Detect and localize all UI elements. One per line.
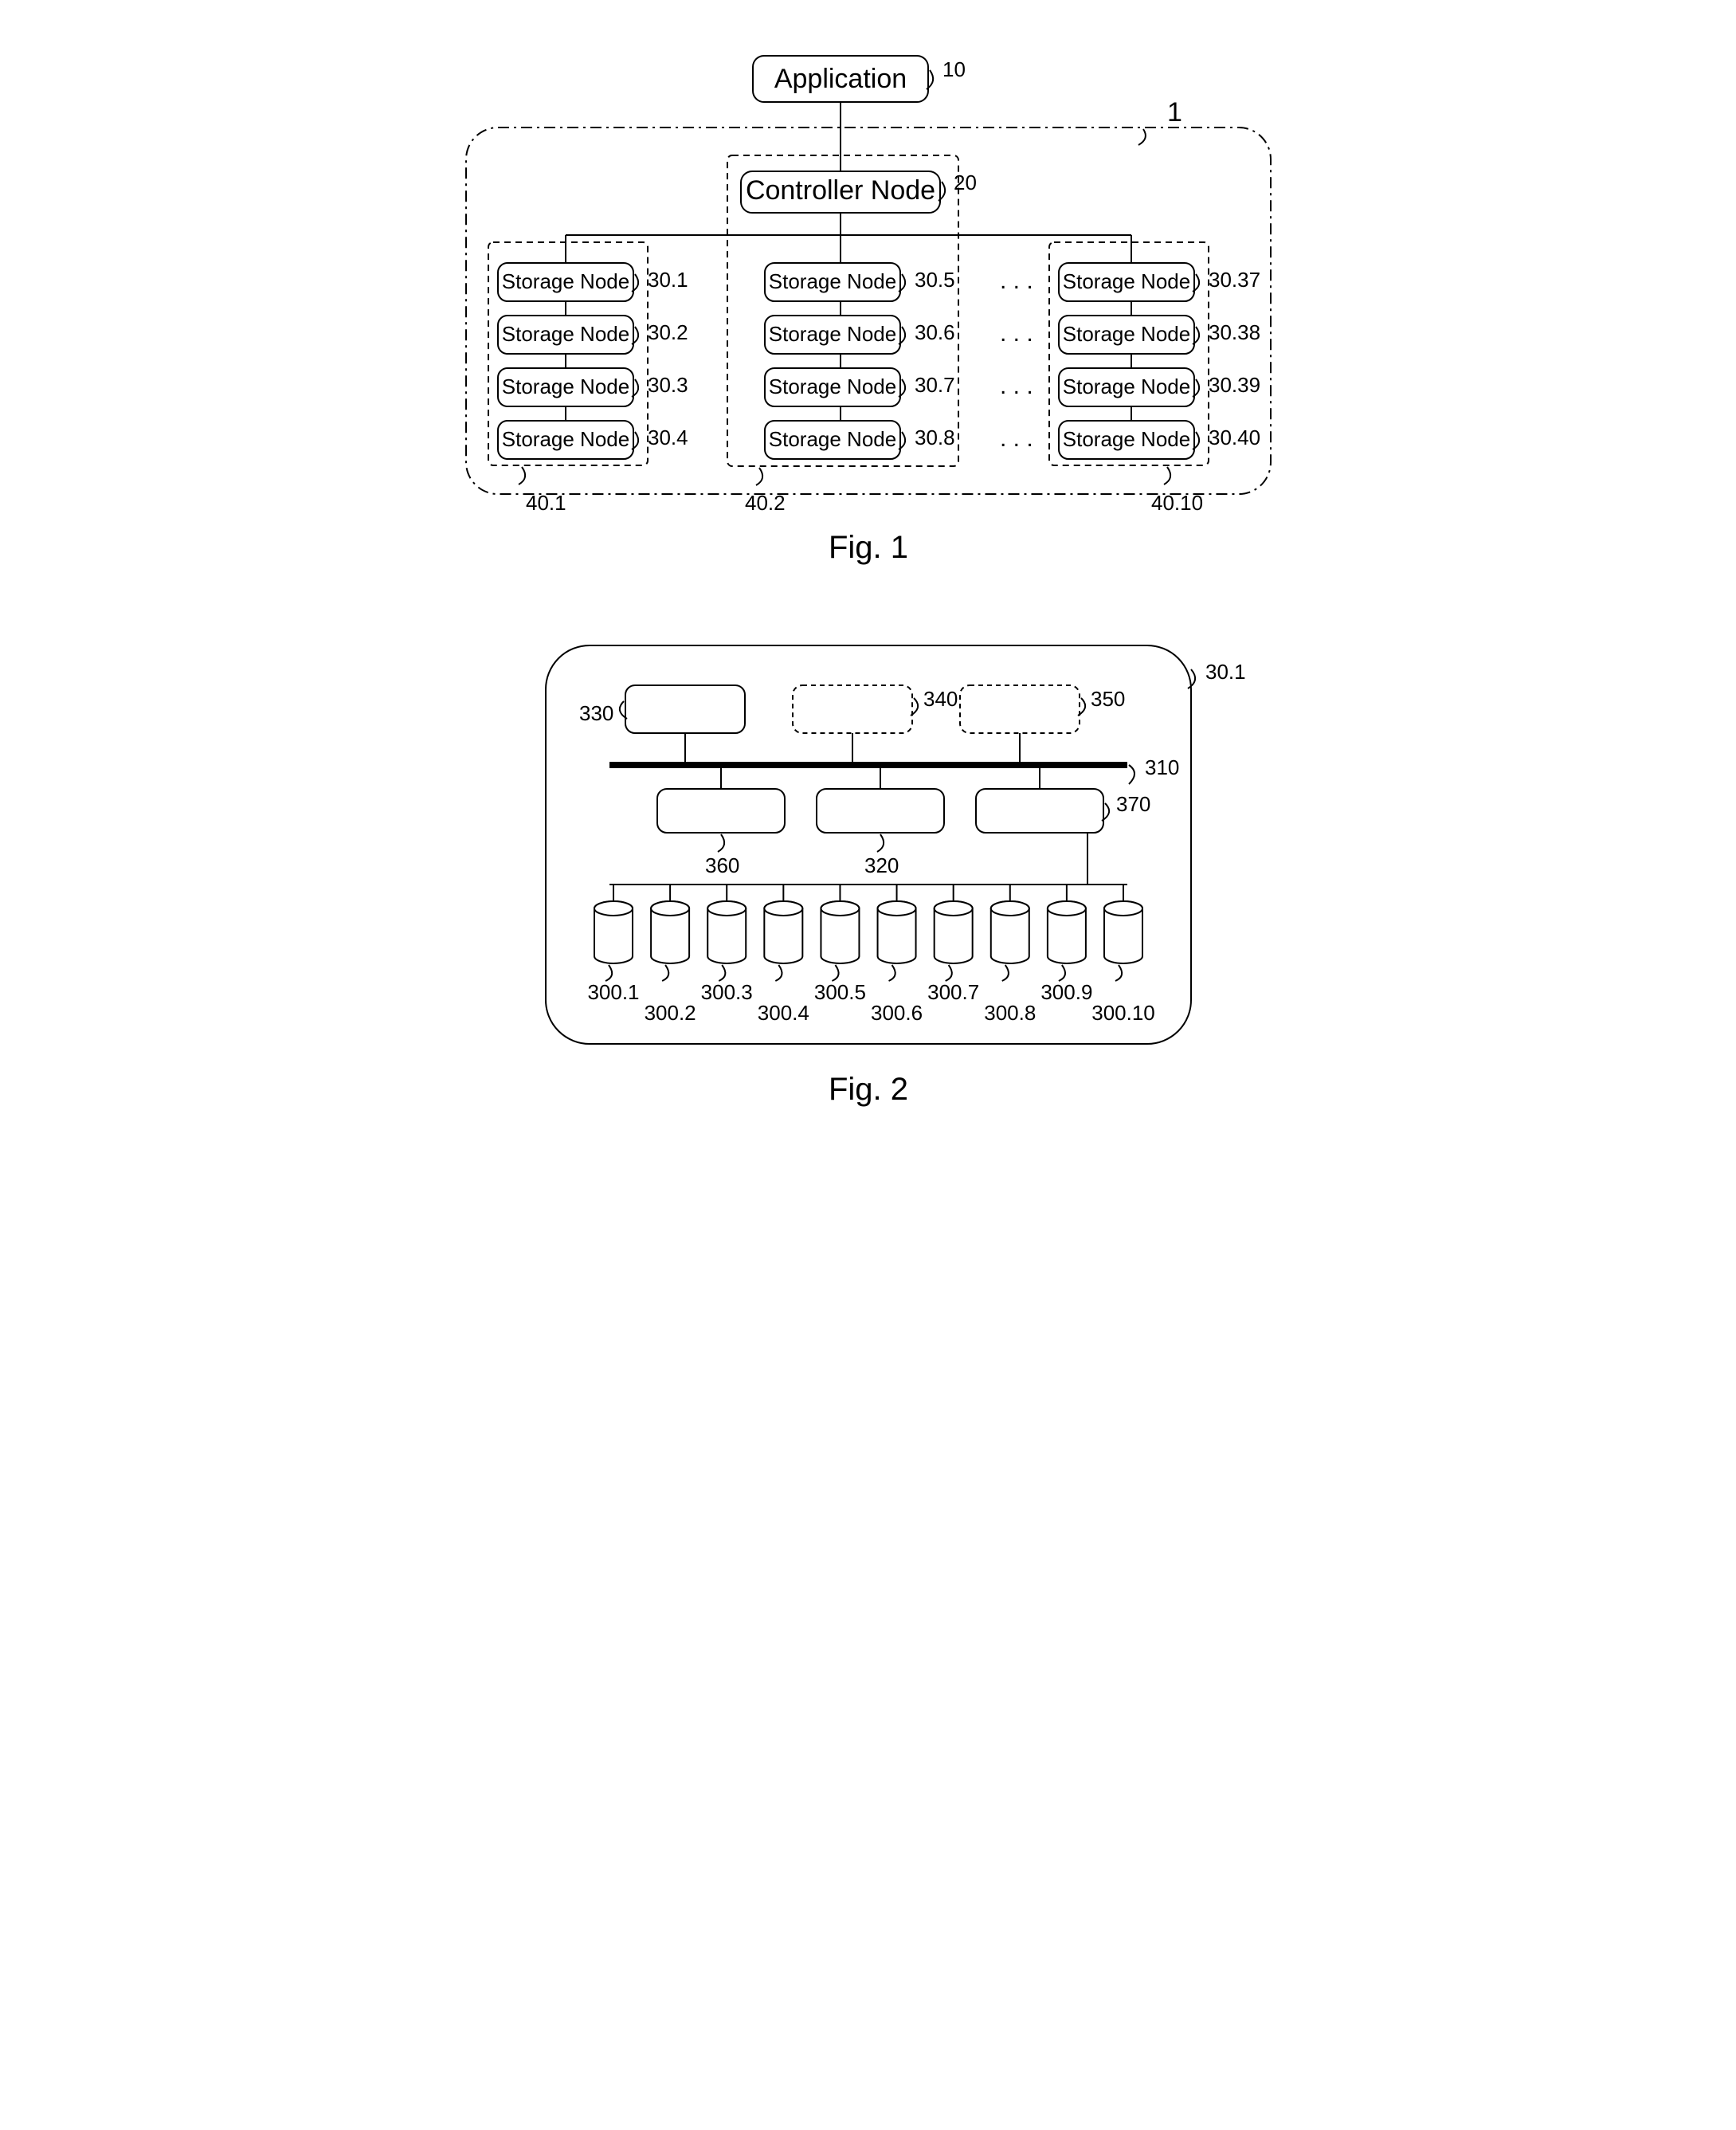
storage-node-text: Storage Node [1062,269,1189,293]
storage-node-ref: 30.37 [1209,268,1260,292]
fig2-svg: 30.1 330340350 310 360320370 300.1300.23… [450,622,1287,1116]
storage-node-text: Storage Node [501,375,629,398]
rack-3-nodes: Storage Node 30.37 Storage Node 30.38 Storag… [1059,263,1260,459]
disk-ref: 300.8 [984,1001,1036,1025]
storage-node-text: Storage Node [768,269,895,293]
controller-ref: 20 [954,171,977,194]
rack-3-ref: 40.10 [1151,491,1203,515]
disk-ref: 300.10 [1091,1001,1155,1025]
rack-1-nodes: Storage Node 30.1 Storage Node 30.2 Storage … [498,263,688,459]
storage-node-text: Storage Node [768,375,895,398]
storage-node-text: Storage Node [501,269,629,293]
system-ref: 1 [1167,97,1182,127]
container-ref: 30.1 [1205,660,1246,684]
disk-ref: 300.1 [587,980,639,1004]
fig2-top-box [960,685,1080,733]
rack-2-ref: 40.2 [745,491,786,515]
storage-node-ref: 30.8 [915,426,955,449]
rack-1: Storage Node 30.1 Storage Node 30.2 Storage … [488,242,688,515]
storage-node-text: Storage Node [1062,375,1189,398]
rack-2-nodes: Storage Node 30.5 Storage Node 30.6 Storage … [765,263,955,459]
disk-ref: 300.9 [1040,980,1092,1004]
ellipsis: . . . [1000,426,1033,452]
fig2-mid-ref: 360 [705,853,739,877]
disk-ref: 300.4 [757,1001,809,1025]
fig1-caption: Fig. 1 [828,530,907,565]
application-text: Application [774,64,906,94]
disk-ref: 300.7 [927,980,979,1004]
fig2-top-box [793,685,912,733]
fig2-caption: Fig. 2 [828,1072,907,1107]
ellipsis-col: . . . . . . . . . . . . [1000,268,1033,452]
fig2-top-ref: 330 [579,701,613,725]
storage-node-text: Storage Node [501,427,629,451]
disk-ref: 300.5 [813,980,865,1004]
storage-node-ref: 30.1 [648,268,688,292]
storage-node-ref: 30.3 [648,373,688,397]
ellipsis: . . . [1000,373,1033,399]
fig2-top-box [625,685,745,733]
disk-ref: 300.3 [700,980,752,1004]
fig1-svg: 1 Application 10 Controller Node 20 Stor… [450,32,1287,574]
fig2-mid-box [657,789,785,833]
storage-node-ref: 30.39 [1209,373,1260,397]
storage-node-text: Storage Node [501,322,629,346]
storage-node-ref: 30.2 [648,320,688,344]
storage-node-text: Storage Node [768,322,895,346]
ellipsis: . . . [1000,268,1033,294]
fig2-mid-ref: 320 [864,853,899,877]
storage-node-ref: 30.38 [1209,320,1260,344]
storage-node-ref: 30.5 [915,268,955,292]
callout-system [1138,129,1146,145]
storage-node-ref: 30.7 [915,373,955,397]
fig2-top-ref: 350 [1091,687,1125,711]
storage-node-ref: 30.4 [648,426,688,449]
fig2-mid-ref: 370 [1116,792,1150,816]
controller-text: Controller Node [745,175,935,206]
storage-node-ref: 30.40 [1209,426,1260,449]
disk-ref: 300.2 [644,1001,696,1025]
bus-ref: 310 [1145,755,1179,779]
ellipsis: . . . [1000,320,1033,347]
disk-ref: 300.6 [871,1001,923,1025]
fig2-top-ref: 340 [923,687,958,711]
storage-node-text: Storage Node [768,427,895,451]
application-ref: 10 [942,57,966,81]
storage-node-ref: 30.6 [915,320,955,344]
storage-node-text: Storage Node [1062,427,1189,451]
rack-1-ref: 40.1 [526,491,566,515]
storage-node-text: Storage Node [1062,322,1189,346]
fig2-mid-box [976,789,1103,833]
rack-3: Storage Node 30.37 Storage Node 30.38 Storag… [1049,242,1260,515]
fig2-mid-box [817,789,944,833]
